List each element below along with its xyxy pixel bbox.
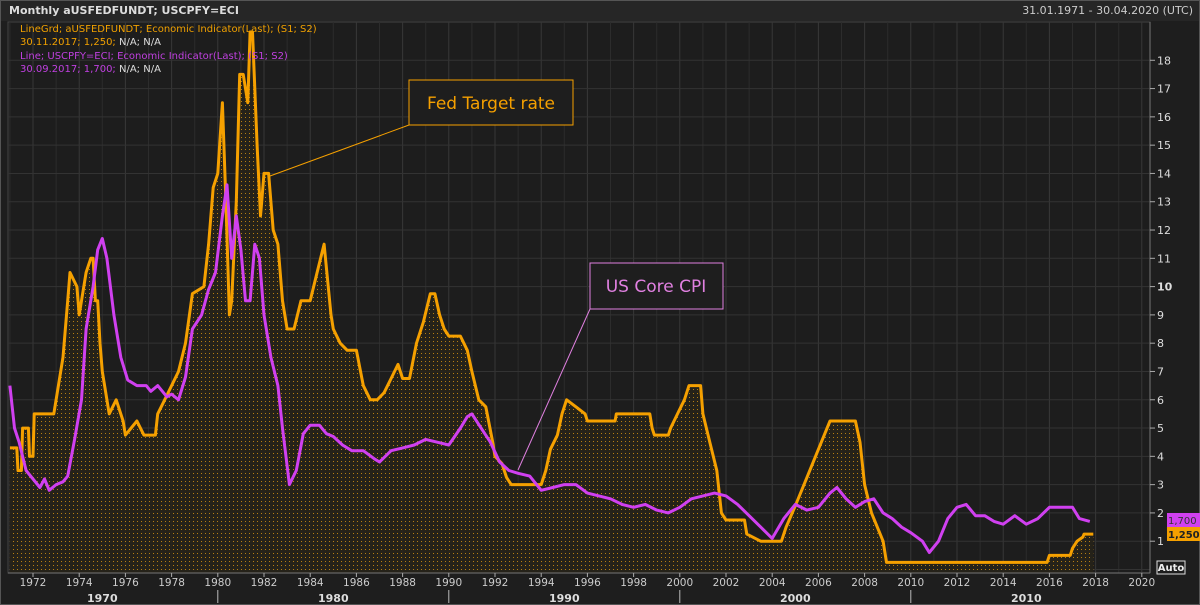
x-tick-label: 2002	[713, 577, 740, 589]
y-tick-label: 15	[1157, 139, 1171, 152]
y-tick-label: 8	[1157, 337, 1164, 350]
x-tick-label: 1980	[204, 577, 231, 589]
y-tick-label: 7	[1157, 365, 1164, 378]
fed-area-fill	[9, 32, 1094, 573]
x-tick-label: 1996	[574, 577, 601, 589]
y-tick-label: 4	[1157, 450, 1164, 463]
fed-annotation-box[interactable]	[408, 79, 574, 126]
fed-funds-line[interactable]	[9, 30, 1094, 564]
y-tick-label: 13	[1157, 196, 1171, 209]
y-tick-label: 10	[1157, 281, 1173, 294]
y-tick-label: 3	[1157, 479, 1164, 492]
y-tick-label: 14	[1157, 167, 1171, 180]
y-tick-label: 1	[1157, 535, 1164, 548]
y-tick-label: 2	[1157, 507, 1164, 520]
x-tick-label: 1974	[66, 577, 93, 589]
fed-annotation-label: Fed Target rate	[427, 94, 555, 114]
x-tick-label: 1988	[389, 577, 416, 589]
y-tick-label: 11	[1157, 252, 1171, 265]
x-tick-label: 2006	[805, 577, 832, 589]
y-tick-label: 9	[1157, 309, 1164, 322]
legend-fed-date: 30.11.2017; 1,250;	[20, 37, 116, 48]
x-tick-label: 2020	[1128, 577, 1155, 589]
decade-label: 1980	[318, 592, 349, 605]
y-tick-label: 18	[1157, 54, 1171, 67]
fed-value-tag-label: 1,250	[1168, 530, 1200, 541]
date-range: 31.01.1971 - 30.04.2020 (UTC)	[1022, 4, 1193, 17]
legend-cpi-date: 30.09.2017; 1,700;	[20, 64, 116, 75]
x-tick-label: 1998	[620, 577, 647, 589]
x-tick-label: 2000	[666, 577, 693, 589]
x-tick-label: 2010	[897, 577, 924, 589]
x-tick-label: 1990	[435, 577, 462, 589]
x-tick-label: 2016	[1036, 577, 1063, 589]
legend-cpi-value: 30.09.2017; 1,700; N/A; N/A	[20, 64, 161, 76]
y-tick-label: 6	[1157, 394, 1164, 407]
legend-cpi-series: Line; USCPFY=ECI; Economic Indicator(Las…	[20, 51, 288, 62]
cpi-value-tag	[1167, 513, 1200, 527]
x-tick-label: 2004	[759, 577, 786, 589]
x-tick-label: 1986	[343, 577, 370, 589]
cpi-annotation-box[interactable]	[589, 262, 724, 310]
x-tick-label: 2014	[990, 577, 1017, 589]
x-tick-label: 1972	[20, 577, 47, 589]
cpi-annotation-leader	[517, 308, 591, 471]
x-tick-label: 2008	[851, 577, 878, 589]
x-tick-label: 1978	[158, 577, 185, 589]
decade-label: 2010	[1011, 592, 1042, 605]
x-tick-label: 1976	[112, 577, 139, 589]
decade-label: 2000	[780, 592, 811, 605]
fed-annotation-leader	[269, 124, 410, 177]
decade-label: 1970	[87, 592, 118, 605]
core-cpi-line[interactable]	[8, 183, 1091, 554]
decade-label: 1990	[549, 592, 580, 605]
x-tick-label: 2018	[1082, 577, 1109, 589]
chart-title: Monthly aUSFEDFUNDT; USCPFY=ECI	[9, 4, 239, 17]
y-tick-label: 12	[1157, 224, 1171, 237]
x-axis-ticks: 1972 1974 1976 1978 1980 1982 1984 1986 1988 1990…	[20, 573, 1155, 605]
legend-fed-rest: N/A; N/A	[115, 37, 161, 48]
x-tick-label: 1994	[528, 577, 555, 589]
cpi-annotation-label: US Core CPI	[606, 277, 707, 297]
y-tick-label: 5	[1157, 422, 1164, 435]
fed-value-tag	[1167, 527, 1200, 541]
x-tick-label: 1992	[482, 577, 509, 589]
y-tick-label: 17	[1157, 83, 1171, 96]
x-tick-label: 2012	[944, 577, 971, 589]
legend-fed-series: LineGrd; aUSFEDFUNDT; Economic Indicator…	[20, 24, 317, 35]
legend-cpi-rest: N/A; N/A	[115, 64, 161, 75]
cpi-value-tag-label: 1,700	[1168, 516, 1197, 527]
y-tick-label: 16	[1157, 111, 1171, 124]
auto-scale-label: Auto	[1158, 563, 1185, 574]
legend-fed-value: 30.11.2017; 1,250; N/A; N/A	[20, 37, 161, 49]
x-tick-label: 1982	[251, 577, 278, 589]
auto-scale-button[interactable]	[1156, 560, 1186, 575]
x-tick-label: 1984	[297, 577, 324, 589]
title-bar: Monthly aUSFEDFUNDT; USCPFY=ECI 31.01.19…	[1, 1, 1199, 21]
